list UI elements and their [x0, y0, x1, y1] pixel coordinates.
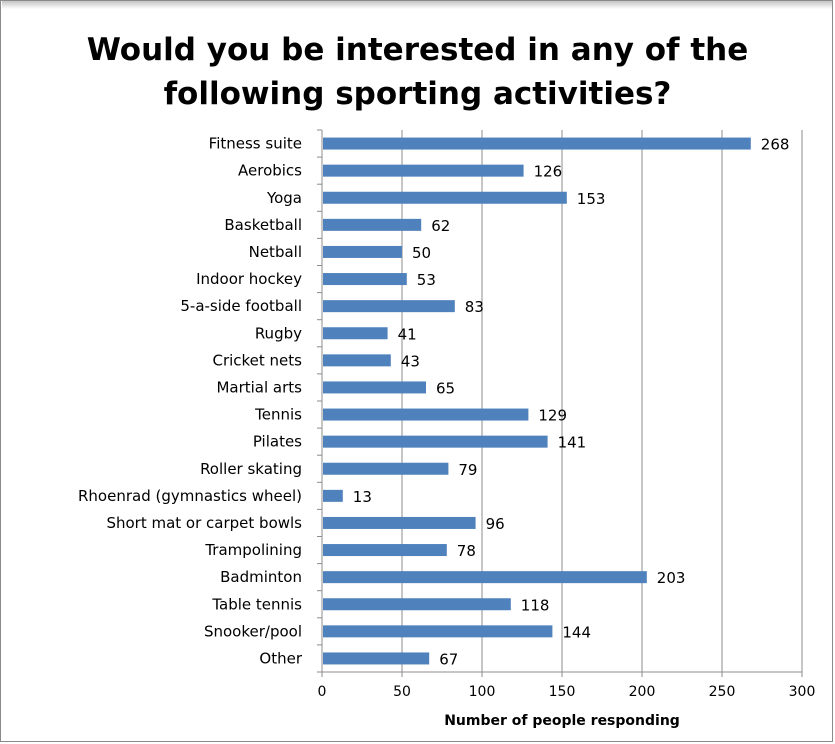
- bar: [323, 408, 529, 421]
- category-label: Netball: [249, 243, 302, 261]
- category-label: Snooker/pool: [204, 622, 302, 640]
- x-tick-label: 100: [469, 684, 496, 700]
- category-label: Pilates: [253, 433, 302, 451]
- value-label: 96: [486, 515, 505, 533]
- value-label: 43: [401, 352, 420, 370]
- value-label: 67: [439, 650, 458, 668]
- value-label: 13: [353, 488, 372, 506]
- bar: [323, 462, 449, 475]
- category-label: 5-a-side football: [180, 297, 302, 315]
- bar: [323, 218, 422, 231]
- category-labels: Fitness suite Aerobics Yoga Basketball Netba…: [78, 135, 303, 668]
- category-label: Indoor hockey: [196, 270, 302, 288]
- value-label: 78: [457, 542, 476, 560]
- bar: [323, 489, 343, 502]
- category-label: Tennis: [254, 406, 302, 424]
- category-label: Short mat or carpet bowls: [106, 514, 302, 532]
- category-label: Other: [259, 649, 302, 667]
- bar: [323, 652, 430, 665]
- value-label: 129: [538, 407, 567, 425]
- value-label: 268: [761, 136, 790, 154]
- value-label: 65: [436, 379, 455, 397]
- value-label: 126: [534, 163, 563, 181]
- value-label: 83: [465, 298, 484, 316]
- chart-title-line-1: Would you be interested in any of the: [86, 32, 749, 68]
- value-label: 62: [431, 217, 450, 235]
- chart-title: Would you be interested in any of the fo…: [0, 28, 835, 116]
- bar: [323, 137, 751, 150]
- bar: [323, 245, 402, 258]
- gridlines: [401, 130, 803, 672]
- chart-title-line-2: following sporting activities?: [163, 76, 672, 112]
- bar: [323, 300, 455, 313]
- bar: [323, 625, 553, 638]
- category-label: Badminton: [220, 568, 302, 586]
- value-label: 203: [657, 569, 686, 587]
- x-tick-label: 300: [789, 684, 816, 700]
- value-label: 79: [458, 461, 477, 479]
- value-label: 50: [412, 244, 431, 262]
- bar: [323, 354, 391, 367]
- value-label: 41: [398, 325, 417, 343]
- category-label: Roller skating: [200, 460, 302, 478]
- bar: [323, 381, 426, 394]
- bar: [323, 327, 388, 340]
- category-label: Rhoenrad (gymnastics wheel): [78, 487, 302, 505]
- x-tick-label: 250: [709, 684, 736, 700]
- bar: [323, 273, 407, 286]
- category-label: Rugby: [255, 324, 302, 342]
- x-tick-label: 200: [629, 684, 656, 700]
- x-tick-label: 50: [393, 684, 411, 700]
- bar: [323, 544, 447, 557]
- category-label: Martial arts: [216, 378, 302, 396]
- bar: [323, 191, 567, 204]
- bar: [323, 435, 548, 448]
- category-label: Table tennis: [211, 595, 302, 613]
- bar: [323, 516, 476, 529]
- x-tick-labels: 0 50 100 150 200 250 300: [318, 684, 816, 700]
- bar: [323, 164, 524, 177]
- category-label: Trampolining: [204, 541, 302, 559]
- category-label: Basketball: [224, 216, 302, 234]
- x-tick-label: 0: [318, 684, 327, 700]
- value-label: 144: [562, 623, 591, 641]
- x-tick-label: 150: [549, 684, 576, 700]
- category-label: Yoga: [266, 189, 302, 207]
- value-label: 53: [417, 271, 436, 289]
- category-label: Cricket nets: [212, 351, 302, 369]
- frame-shadow: [2, 0, 833, 9]
- bars: [323, 137, 751, 665]
- value-label: 141: [558, 434, 587, 452]
- category-label: Fitness suite: [209, 135, 302, 153]
- bar: [323, 598, 511, 611]
- x-axis-label: Number of people responding: [444, 713, 680, 729]
- bar: [323, 571, 647, 584]
- category-label: Aerobics: [238, 162, 302, 180]
- value-label: 153: [577, 190, 606, 208]
- axes: [317, 129, 803, 677]
- value-label: 118: [521, 596, 550, 614]
